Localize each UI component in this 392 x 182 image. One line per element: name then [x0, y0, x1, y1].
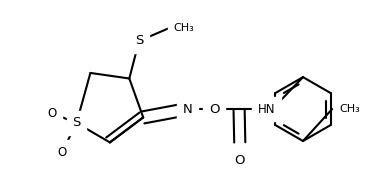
Text: S: S: [73, 116, 81, 129]
Text: CH₃: CH₃: [174, 23, 194, 33]
Text: CH₃: CH₃: [339, 104, 360, 114]
Text: S: S: [135, 34, 143, 48]
Text: N: N: [183, 103, 192, 116]
Text: O: O: [47, 107, 57, 120]
Text: HN: HN: [258, 103, 275, 116]
Text: O: O: [209, 103, 219, 116]
Text: O: O: [58, 146, 67, 159]
Text: O: O: [235, 154, 245, 167]
